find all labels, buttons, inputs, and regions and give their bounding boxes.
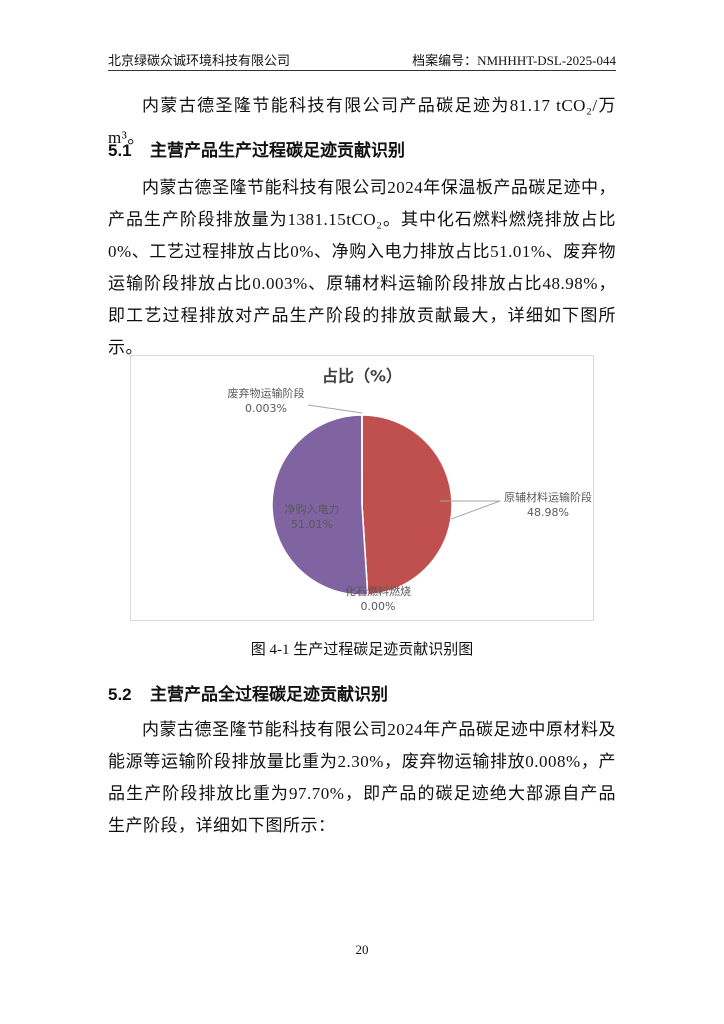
paragraph: 内蒙古德圣隆节能科技有限公司2024年保温板产品碳足迹中，产品生产阶段排放量为1…: [108, 178, 616, 357]
intro: 内蒙古德圣隆节能科技有限公司产品碳足迹为81.17 tCO₂/万 m³。: [108, 96, 616, 147]
pie-slice: [271, 414, 369, 596]
section-heading: 5.1 主营产品生产过程碳足迹贡献识别: [108, 136, 405, 161]
page-number: 20: [355, 942, 369, 957]
data-label-value: 0.003%: [245, 402, 287, 415]
section-number: 5.2: [108, 685, 132, 704]
section-heading: 5.2 主营产品全过程碳足迹贡献识别: [108, 680, 388, 705]
figure-caption: 图 4-1 生产过程碳足迹贡献识别图: [250, 642, 474, 658]
pie-slice: [361, 414, 453, 596]
header-left: 北京绿碳众诚环境科技有限公司: [108, 53, 291, 68]
data-label-category: 化石燃料燃烧: [345, 584, 411, 598]
header-rule: [108, 70, 616, 71]
data-label-value: 51.01%: [291, 518, 333, 531]
leader-line: [440, 500, 501, 520]
data-label-value: 0.00%: [361, 600, 396, 613]
leader-line: [307, 404, 363, 414]
paragraph: 内蒙古德圣隆节能科技有限公司2024年产品碳足迹中原材料及能源等运输阶段排放量比…: [108, 720, 616, 835]
header-right: 档案编号：NMHHHT-DSL-2025-044: [412, 53, 616, 68]
data-label-category: 原辅材料运输阶段: [504, 490, 592, 504]
section-title: 主营产品全过程碳足迹贡献识别: [150, 685, 388, 704]
section-title: 主营产品生产过程碳足迹贡献识别: [150, 141, 405, 160]
data-label-value: 48.98%: [527, 506, 569, 519]
section-number: 5.1: [108, 141, 132, 160]
data-label-category: 净购入电力: [285, 502, 340, 516]
data-label-category: 废弃物运输阶段: [228, 386, 305, 400]
chart-title: 占比（%）: [322, 367, 402, 386]
chart: 占比（%） 原辅材料运输阶段 48.98% 化石燃料燃烧 0.00% 净购入电力 51.0…: [130, 355, 594, 621]
